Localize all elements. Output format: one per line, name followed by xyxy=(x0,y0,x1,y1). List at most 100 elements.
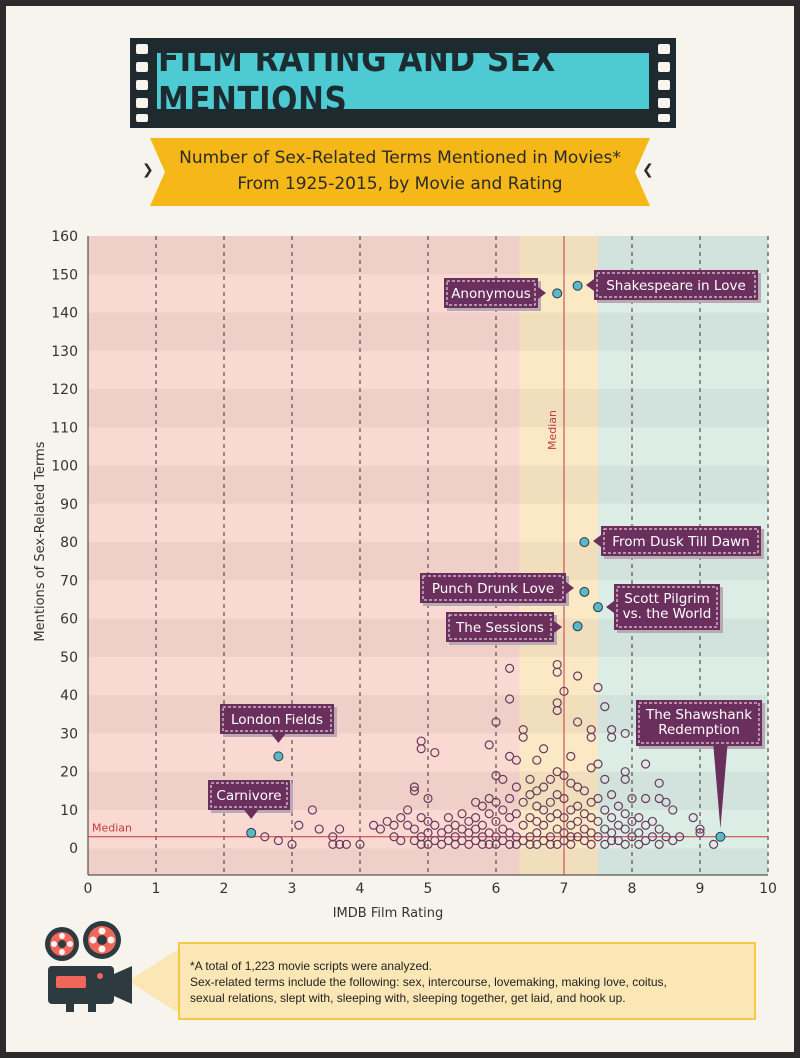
data-point xyxy=(423,793,433,804)
data-point xyxy=(505,813,515,823)
y-tick-label: 140 xyxy=(51,306,78,322)
data-point xyxy=(538,782,549,792)
data-point xyxy=(532,828,542,838)
data-point xyxy=(566,820,576,830)
x-tick-label: 6 xyxy=(492,881,501,897)
data-point xyxy=(586,763,596,773)
data-point xyxy=(613,835,624,846)
data-point xyxy=(538,820,549,830)
data-point xyxy=(423,828,433,838)
footnote-line-3: sexual relations, slept with, sleeping w… xyxy=(190,991,626,1005)
y-tick-label: 120 xyxy=(51,382,78,398)
data-point xyxy=(437,839,447,849)
x-tick-label: 9 xyxy=(696,881,705,897)
data-point xyxy=(498,835,508,846)
y-tick-label: 40 xyxy=(60,688,78,704)
data-point xyxy=(620,728,630,739)
y-tick-label: 30 xyxy=(60,726,78,742)
callout: Shakespeare in Love xyxy=(586,270,761,303)
callout: Anonymous xyxy=(444,278,546,311)
highlight-point xyxy=(593,602,603,613)
data-point xyxy=(552,767,562,777)
data-point xyxy=(545,797,556,807)
callout-border xyxy=(603,528,759,554)
data-point xyxy=(416,839,426,849)
data-point xyxy=(579,824,590,834)
callout-pointer xyxy=(244,810,259,819)
x-tick-label: 10 xyxy=(759,881,777,897)
data-point xyxy=(409,835,419,846)
data-point xyxy=(627,832,637,842)
data-point xyxy=(640,820,651,830)
film-strip-banner xyxy=(130,38,676,128)
data-point xyxy=(668,835,678,846)
y-tick-label: 0 xyxy=(69,841,78,857)
data-point xyxy=(634,813,644,823)
x-tick-label: 2 xyxy=(220,881,229,897)
y-tick-label: 160 xyxy=(51,229,78,245)
data-point xyxy=(396,835,406,846)
data-point xyxy=(600,702,610,712)
data-point xyxy=(518,835,528,846)
callout-border xyxy=(638,702,760,744)
data-point xyxy=(491,839,501,849)
callout-border xyxy=(210,782,288,808)
callout-pointer xyxy=(593,535,601,547)
x-tick-label: 7 xyxy=(560,881,569,897)
y-tick-label: 70 xyxy=(60,573,78,589)
data-point xyxy=(688,813,698,823)
data-point xyxy=(491,770,501,781)
data-point xyxy=(552,667,562,677)
chevron-left-icon: ❮ xyxy=(642,162,654,178)
callout-pointer xyxy=(713,746,728,829)
callout-label: Shakespeare in Love xyxy=(606,278,746,294)
chevron-right-icon: ❯ xyxy=(142,162,154,178)
callout: Punch Drunk Love xyxy=(420,573,574,606)
data-point xyxy=(518,820,528,830)
data-point xyxy=(491,797,501,807)
data-point xyxy=(335,839,345,849)
data-point xyxy=(409,786,419,796)
y-tick-label: 110 xyxy=(51,420,78,436)
data-point xyxy=(355,839,365,849)
data-points xyxy=(260,659,719,849)
data-point xyxy=(484,828,494,838)
callout-label: vs. the World xyxy=(623,606,712,622)
data-point xyxy=(620,809,630,819)
callout-border xyxy=(448,614,552,640)
callout-pointer xyxy=(566,582,574,594)
data-point xyxy=(484,793,494,804)
data-point xyxy=(443,835,453,846)
data-point xyxy=(627,816,637,827)
data-point xyxy=(572,832,583,842)
data-point xyxy=(471,797,481,807)
y-tick-label: 100 xyxy=(51,459,78,475)
y-tick-label: 80 xyxy=(60,535,78,551)
data-point xyxy=(505,828,515,838)
zone-0 xyxy=(88,236,520,875)
data-point xyxy=(505,694,515,704)
callout-box xyxy=(220,704,334,734)
data-point xyxy=(505,663,515,673)
callout-box xyxy=(208,780,290,810)
data-point xyxy=(491,816,501,827)
callout-border xyxy=(616,586,718,628)
callout-pointer xyxy=(586,279,594,291)
data-point xyxy=(443,813,453,823)
data-point xyxy=(606,732,617,742)
data-point xyxy=(464,816,474,827)
data-point xyxy=(525,813,535,823)
data-point xyxy=(566,778,576,788)
callout-label: From Dusk Till Dawn xyxy=(612,534,749,550)
data-point xyxy=(593,759,603,769)
data-point xyxy=(559,686,569,696)
data-point xyxy=(498,824,508,834)
data-point xyxy=(511,839,522,849)
median-y-label: Median xyxy=(92,822,132,835)
data-point xyxy=(572,782,583,792)
y-tick-label: 130 xyxy=(51,344,78,360)
data-point xyxy=(505,839,515,849)
callouts: Shakespeare in Love Anonymous From Dusk Ti… xyxy=(208,270,765,829)
data-point xyxy=(708,839,719,849)
data-point xyxy=(450,820,460,830)
